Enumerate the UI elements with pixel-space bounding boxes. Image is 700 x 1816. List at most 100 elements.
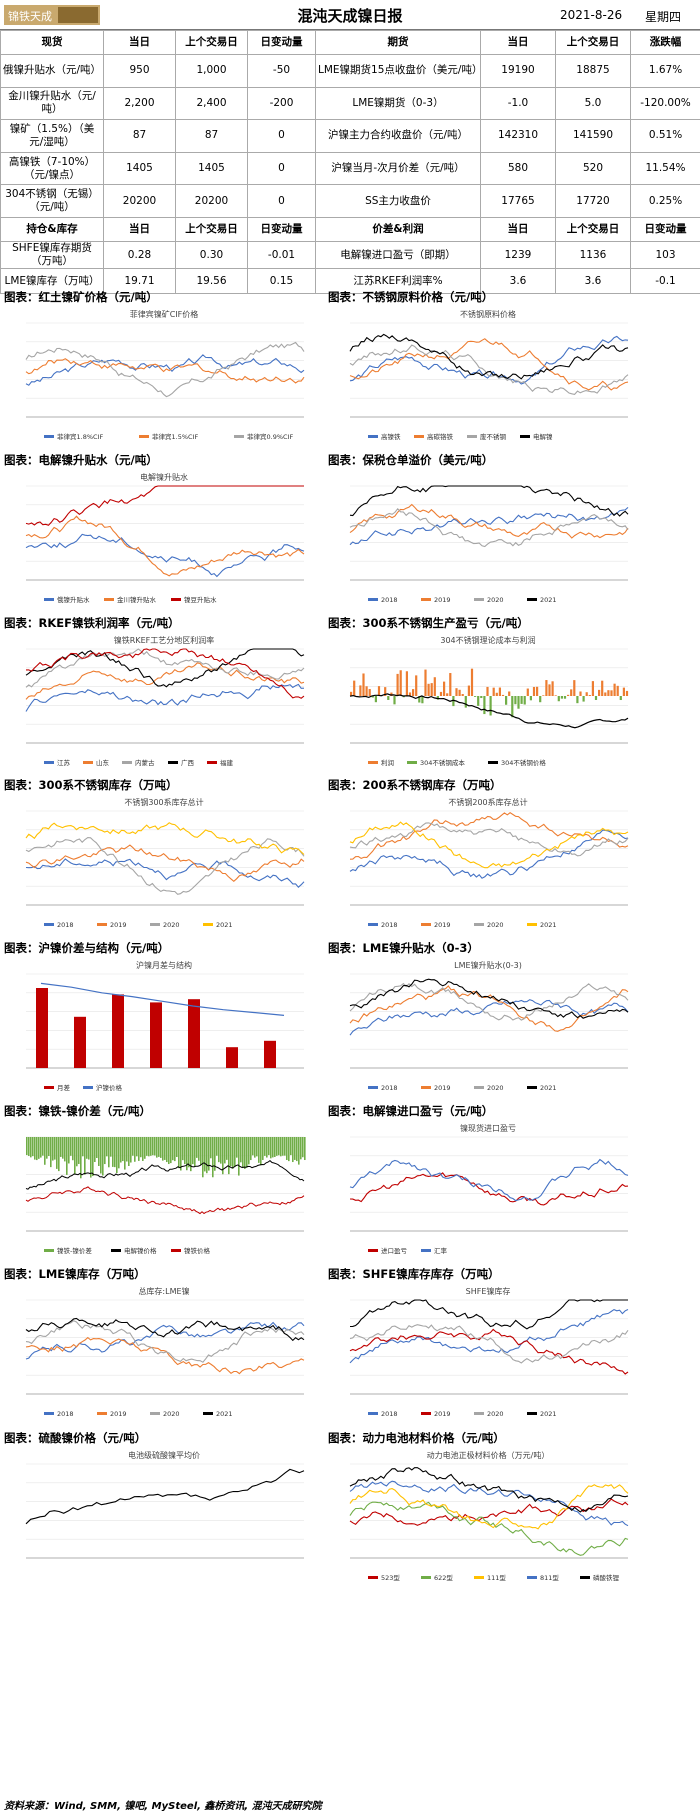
series-line xyxy=(349,985,629,1032)
spread-bar xyxy=(94,1137,96,1163)
profit-bar xyxy=(514,696,517,705)
spread-bar xyxy=(130,1137,132,1163)
report-date: 2021-8-26 xyxy=(560,8,623,22)
profit-bar xyxy=(591,681,594,696)
series-line xyxy=(25,354,305,386)
profit-bar xyxy=(616,685,619,696)
chart-svg: 2018 2019 2020 2021 xyxy=(349,485,629,604)
series-line xyxy=(25,844,305,883)
chart-6: 不锈钢300系库存总计 2018 2019 2020 2021 xyxy=(4,795,324,945)
company-logo: 锦铁天成 xyxy=(4,3,100,27)
table-row: SHFE镍库存期货（万吨） 0.28 0.30 -0.01 电解镍进口盈亏（即期） 123… xyxy=(0,241,700,269)
chart-12: 总库存:LME镍 2018 2019 2020 2021 xyxy=(4,1284,324,1434)
table-cell: 3.6 xyxy=(555,268,631,294)
chart-title: 图表：动力电池材料价格（元/吨） xyxy=(328,1431,505,1445)
legend-swatch xyxy=(44,598,54,601)
profit-bar xyxy=(461,694,464,696)
spread-bar xyxy=(152,1137,154,1156)
chart-8: 沪镍月差与结构 月差 沪镍价格 xyxy=(4,958,324,1108)
spread-bar xyxy=(112,1137,114,1167)
profit-bar xyxy=(486,686,489,696)
series-line xyxy=(349,1498,629,1526)
spread-bar xyxy=(40,1137,42,1158)
spread-bar xyxy=(192,1137,194,1165)
legend-label: 菲律宾0.9%CIF xyxy=(247,432,293,441)
legend-swatch xyxy=(44,435,54,438)
profit-bar xyxy=(579,691,582,696)
legend-swatch xyxy=(44,1412,54,1415)
legend-swatch xyxy=(488,761,498,764)
spread-bar xyxy=(276,1137,278,1156)
legend-label: 111型 xyxy=(487,1573,506,1582)
chart-svg: SHFE镍库存 2018 2019 2020 2021 xyxy=(349,1286,629,1418)
profit-bar xyxy=(408,692,412,696)
profit-bar xyxy=(458,689,461,696)
table-cell: SHFE镍库存期货（万吨） xyxy=(0,241,104,269)
table-cell: 87 xyxy=(103,119,176,153)
profit-bar xyxy=(588,694,591,696)
series-line xyxy=(349,1480,629,1527)
series-line xyxy=(349,999,629,1036)
legend-label: 内蒙古 xyxy=(135,758,155,767)
profit-bar xyxy=(477,696,480,706)
spread-bar xyxy=(176,1137,178,1158)
profit-bar xyxy=(495,692,498,696)
spread-bar xyxy=(230,1137,232,1167)
chart-inner-title: 菲律宾镍矿CIF价格 xyxy=(130,309,199,319)
legend-label: 磷酸铁锂 xyxy=(593,1573,620,1582)
spread-bar xyxy=(272,1137,274,1158)
spread-bar xyxy=(102,1137,104,1176)
legend-label: 2020 xyxy=(487,1410,504,1418)
chart-title: 图表：300系不锈钢库存（万吨） xyxy=(4,778,178,792)
legend-label: 镍豆升贴水 xyxy=(184,595,217,604)
legend-swatch xyxy=(527,1086,537,1089)
spread-bar xyxy=(174,1137,176,1162)
spread-bar xyxy=(262,1137,264,1160)
table-cell: 304不锈钢（无锡）（元/吨） xyxy=(0,184,104,218)
spread-bar xyxy=(36,988,48,1068)
legend-swatch xyxy=(407,761,417,764)
legend-label: 菲律宾1.8%CIF xyxy=(57,432,103,441)
table-row: 俄镍升贴水（元/吨） 950 1,000 -50 LME镍期货15点收盘价（美元/吨） 1… xyxy=(0,54,700,88)
profit-bar xyxy=(362,673,365,696)
spread-bar xyxy=(80,1137,82,1179)
spread-bar xyxy=(82,1137,84,1157)
legend-label: 2018 xyxy=(381,596,398,604)
spread-bar xyxy=(150,1137,152,1156)
spread-bar xyxy=(278,1137,280,1156)
table-cell: 2,400 xyxy=(175,86,248,121)
legend-label: 523型 xyxy=(381,1573,400,1582)
table-cell: 19190 xyxy=(480,54,556,88)
spread-bar xyxy=(296,1137,298,1162)
chart-title: 图表：SHFE镍库存库存（万吨） xyxy=(328,1267,500,1281)
spread-bar xyxy=(206,1137,208,1174)
series-line xyxy=(25,1317,305,1342)
table-row: 高镍铁（7-10%）（元/镍点） 1405 1405 0 沪镍当月-次月价差（元/吨） 5… xyxy=(0,151,700,186)
legend-swatch xyxy=(414,435,424,438)
series-line xyxy=(349,1328,629,1375)
spread-bar xyxy=(78,1137,80,1164)
profit-bar xyxy=(560,696,563,699)
profit-bar xyxy=(365,686,368,696)
spread-bar xyxy=(298,1137,300,1165)
legend-swatch xyxy=(150,923,160,926)
profit-bar xyxy=(415,675,418,696)
series-line xyxy=(349,821,629,869)
series-line xyxy=(25,1336,305,1375)
header-cell: 当日 xyxy=(480,30,556,55)
legend-swatch xyxy=(44,1249,54,1252)
chart-inner-title: 不锈钢200系库存总计 xyxy=(448,797,527,807)
spread-bar xyxy=(30,1137,32,1158)
series-line xyxy=(26,648,305,699)
chart-2: 电解镍升贴水 俄镍升贴水 金川镍升贴水 镍豆升贴水 xyxy=(4,470,324,620)
series-line xyxy=(349,982,629,1021)
table-cell: 1.67% xyxy=(630,54,700,88)
table-cell: 0 xyxy=(247,151,316,186)
spread-bar xyxy=(240,1137,242,1163)
series-line xyxy=(349,1158,629,1202)
profit-bar xyxy=(412,689,415,696)
header-cell: 上个交易日 xyxy=(555,30,631,55)
chart-title: 图表：不锈钢原料价格（元/吨） xyxy=(328,290,494,304)
spread-bar xyxy=(252,1137,254,1156)
